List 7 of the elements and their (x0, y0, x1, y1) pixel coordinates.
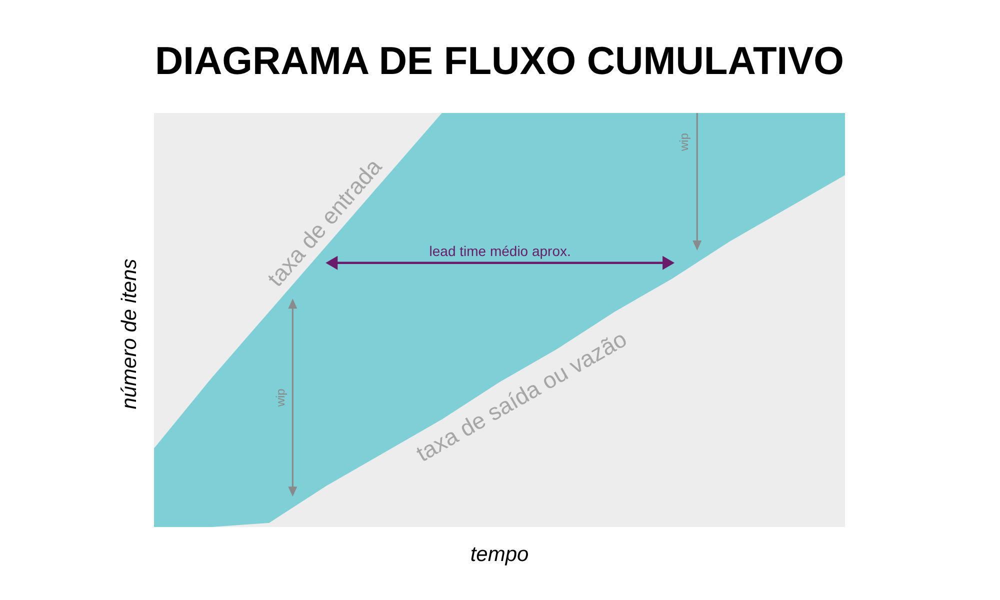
chart-title: DIAGRAMA DE FLUXO CUMULATIVO (155, 40, 844, 83)
annotation: wip (274, 388, 288, 408)
annotation: wip (677, 132, 692, 152)
x-axis-title: tempo (470, 543, 529, 566)
annotation: lead time médio aprox. (429, 242, 571, 259)
annotation: taxa de saída ou vazão (412, 326, 631, 467)
y-axis-title: número de itens (118, 258, 140, 410)
